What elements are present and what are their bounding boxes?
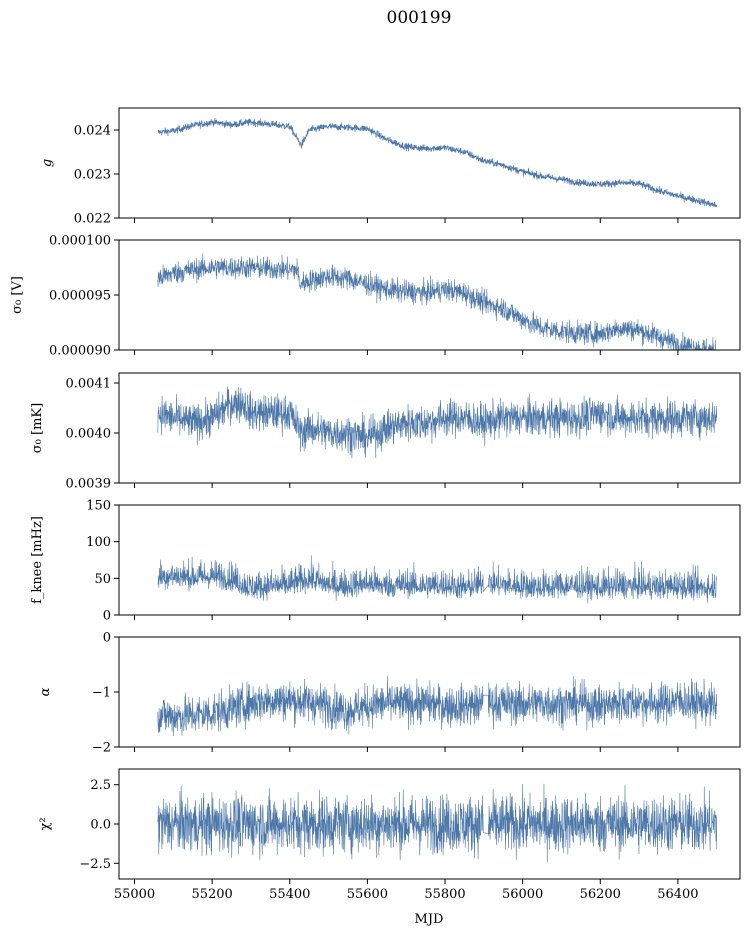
x-tick-label: 55200 <box>191 887 232 902</box>
y-axis-label-f_knee: f_knee [mHz] <box>30 516 45 604</box>
y-axis-label-alpha: α <box>38 687 53 696</box>
y-tick-label-alpha: −1 <box>92 686 111 701</box>
y-tick-label-alpha: 0 <box>103 631 111 646</box>
y-tick-label-chi2: 2.5 <box>90 778 111 793</box>
series-line-alpha <box>157 675 718 737</box>
y-axis-label-chi2: χ² <box>38 817 53 830</box>
y-tick-label-alpha: −2 <box>92 741 111 756</box>
series-line-sigma0_V <box>157 253 716 350</box>
series-line-g <box>157 118 718 208</box>
y-tick-label-f_knee: 150 <box>86 499 111 514</box>
y-axis-label-g: g <box>40 159 55 167</box>
y-tick-label-sigma0_mK: 0.0040 <box>66 427 112 442</box>
y-tick-label-g: 0.024 <box>74 124 111 139</box>
series-line-f_knee <box>157 555 717 604</box>
series-line-chi2 <box>157 783 718 863</box>
y-tick-label-f_knee: 50 <box>94 572 111 587</box>
panels: 0.0220.0230.024g0.0000900.0000950.000100… <box>10 107 741 902</box>
x-tick-label: 55000 <box>114 887 155 902</box>
x-axis-label: MJD <box>415 912 444 927</box>
y-tick-label-sigma0_mK: 0.0041 <box>66 377 112 392</box>
axes-frame-sigma0_mK <box>118 372 741 484</box>
y-tick-label-sigma0_V: 0.000095 <box>49 289 111 304</box>
y-tick-label-f_knee: 100 <box>86 535 111 550</box>
x-tick-label: 55600 <box>347 887 388 902</box>
axes-frame-g <box>118 107 741 219</box>
axes-frame-f_knee <box>118 504 741 616</box>
y-tick-label-f_knee: 0 <box>103 609 111 624</box>
y-tick-label-g: 0.023 <box>74 168 111 183</box>
axes-frame-alpha <box>118 636 741 748</box>
figure-title: 000199 <box>387 8 452 28</box>
y-tick-label-sigma0_mK: 0.0039 <box>66 477 112 492</box>
series-line-sigma0_mK <box>157 386 718 459</box>
x-tick-label: 56000 <box>502 887 543 902</box>
y-tick-label-chi2: 0.0 <box>90 818 111 833</box>
y-tick-label-sigma0_V: 0.000100 <box>49 234 111 249</box>
y-axis-label-sigma0_V: σ₀ [V] <box>10 276 25 314</box>
x-tick-label: 56400 <box>657 887 698 902</box>
x-tick-label: 55800 <box>424 887 465 902</box>
x-tick-label: 55400 <box>269 887 310 902</box>
y-axis-label-sigma0_mK: σ₀ [mK] <box>30 403 45 453</box>
x-tick-label: 56200 <box>580 887 621 902</box>
y-tick-label-g: 0.022 <box>74 212 111 227</box>
y-tick-label-sigma0_V: 0.000090 <box>49 344 111 359</box>
y-tick-label-chi2: −2.5 <box>79 857 111 872</box>
